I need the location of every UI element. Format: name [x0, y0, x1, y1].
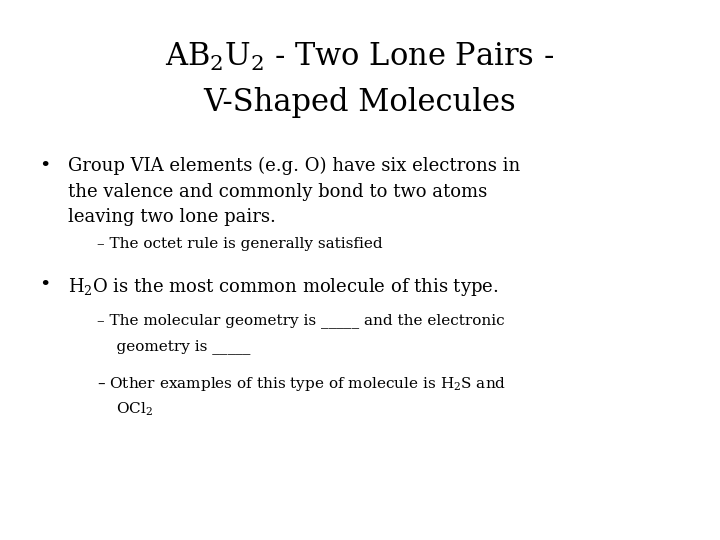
Text: Group VIA elements (e.g. O) have six electrons in: Group VIA elements (e.g. O) have six ele… — [68, 157, 521, 175]
Text: geometry is _____: geometry is _____ — [97, 339, 251, 354]
Text: – The molecular geometry is _____ and the electronic: – The molecular geometry is _____ and th… — [97, 313, 505, 328]
Text: leaving two lone pairs.: leaving two lone pairs. — [68, 208, 276, 226]
Text: the valence and commonly bond to two atoms: the valence and commonly bond to two ato… — [68, 183, 487, 200]
Text: $\mathregular{OCl_2}$: $\mathregular{OCl_2}$ — [97, 401, 153, 418]
Text: $\mathregular{H_2}$O is the most common molecule of this type.: $\mathregular{H_2}$O is the most common … — [68, 276, 499, 299]
Text: – The octet rule is generally satisfied: – The octet rule is generally satisfied — [97, 237, 383, 251]
Text: V-Shaped Molecules: V-Shaped Molecules — [204, 87, 516, 118]
Text: $\mathregular{AB_2U_2}$ - Two Lone Pairs -: $\mathregular{AB_2U_2}$ - Two Lone Pairs… — [166, 40, 554, 73]
Text: •: • — [40, 157, 51, 174]
Text: – Other examples of this type of molecule is $\mathregular{H_2}$S and: – Other examples of this type of molecul… — [97, 375, 506, 393]
Text: •: • — [40, 276, 51, 294]
